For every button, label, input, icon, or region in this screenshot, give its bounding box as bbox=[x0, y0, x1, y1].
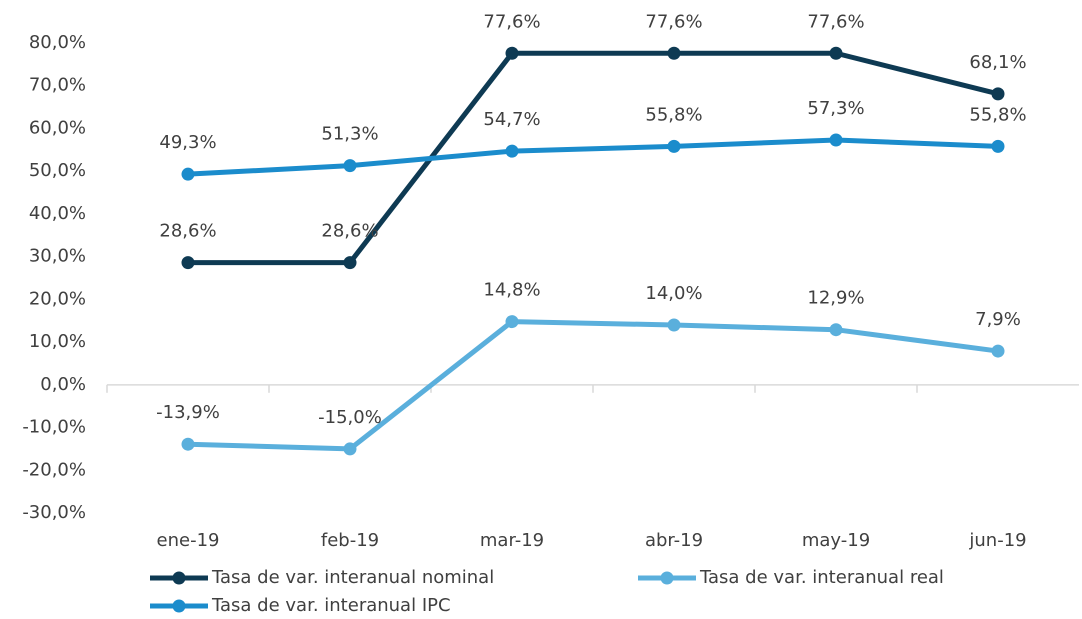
data-point bbox=[667, 318, 681, 332]
y-tick-label: 60,0% bbox=[29, 117, 86, 138]
data-point bbox=[829, 46, 843, 60]
legend-marker bbox=[660, 571, 674, 585]
series-line bbox=[187, 137, 999, 177]
data-label: 28,6% bbox=[159, 221, 216, 242]
data-point bbox=[343, 159, 357, 173]
data-point bbox=[343, 256, 357, 270]
data-point bbox=[667, 139, 681, 153]
data-label: 14,0% bbox=[645, 283, 702, 304]
data-label: -13,9% bbox=[156, 402, 220, 423]
data-point bbox=[181, 256, 195, 270]
data-label: 12,9% bbox=[807, 288, 864, 309]
x-tick-label: abr-19 bbox=[645, 530, 703, 551]
series-line bbox=[188, 50, 999, 266]
y-tick-label: 0,0% bbox=[40, 374, 86, 395]
y-tick-label: 40,0% bbox=[29, 203, 86, 224]
y-tick-label: -10,0% bbox=[22, 417, 86, 438]
x-tick-label: ene-19 bbox=[157, 530, 220, 551]
data-point bbox=[505, 315, 519, 329]
data-label: 7,9% bbox=[975, 309, 1021, 330]
y-tick-label: 30,0% bbox=[29, 246, 86, 267]
x-tick-label: may-19 bbox=[802, 530, 870, 551]
data-label: 77,6% bbox=[807, 11, 864, 32]
data-point bbox=[343, 442, 357, 456]
legend-label: Tasa de var. interanual IPC bbox=[211, 595, 451, 616]
data-label: 55,8% bbox=[969, 104, 1026, 125]
x-tick-label: jun-19 bbox=[968, 530, 1026, 551]
x-tick-label: feb-19 bbox=[321, 530, 379, 551]
data-point bbox=[829, 323, 843, 337]
legend-marker bbox=[172, 571, 186, 585]
data-point bbox=[181, 437, 195, 451]
data-label: 68,1% bbox=[969, 52, 1026, 73]
legend-label: Tasa de var. interanual real bbox=[699, 567, 944, 588]
data-label: 54,7% bbox=[483, 109, 540, 130]
data-point bbox=[991, 344, 1005, 358]
data-point bbox=[991, 139, 1005, 153]
data-label: 55,8% bbox=[645, 104, 702, 125]
x-tick-label: mar-19 bbox=[480, 530, 544, 551]
data-label: -15,0% bbox=[318, 407, 382, 428]
data-point bbox=[181, 167, 195, 181]
data-point bbox=[505, 46, 519, 60]
data-point bbox=[667, 46, 681, 60]
data-point bbox=[829, 133, 843, 147]
y-tick-label: 10,0% bbox=[29, 331, 86, 352]
legend-label: Tasa de var. interanual nominal bbox=[211, 567, 494, 588]
data-label: 77,6% bbox=[645, 11, 702, 32]
data-point bbox=[991, 87, 1005, 101]
data-label: 14,8% bbox=[483, 280, 540, 301]
data-label: 57,3% bbox=[807, 98, 864, 119]
series-line bbox=[187, 319, 999, 452]
data-point bbox=[505, 144, 519, 158]
data-label: 28,6% bbox=[321, 221, 378, 242]
y-tick-label: -20,0% bbox=[22, 459, 86, 480]
y-tick-label: 80,0% bbox=[29, 32, 86, 53]
y-tick-label: 70,0% bbox=[29, 75, 86, 96]
data-label: 77,6% bbox=[483, 11, 540, 32]
data-label: 51,3% bbox=[321, 124, 378, 145]
data-label: 49,3% bbox=[159, 132, 216, 153]
y-tick-label: -30,0% bbox=[22, 502, 86, 523]
legend-marker bbox=[172, 599, 186, 613]
y-tick-label: 50,0% bbox=[29, 160, 86, 181]
y-tick-label: 20,0% bbox=[29, 288, 86, 309]
